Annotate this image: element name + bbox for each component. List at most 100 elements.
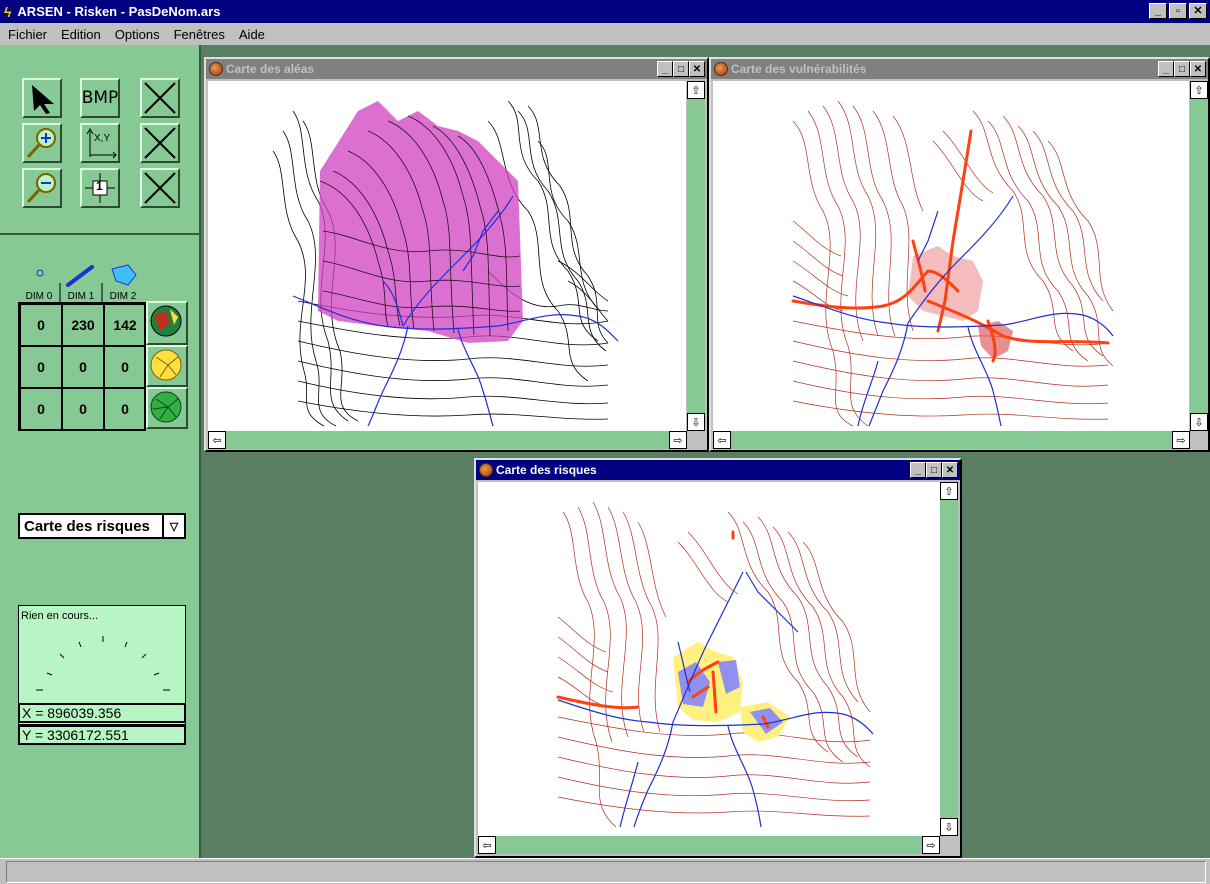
menu-fichier[interactable]: Fichier [8,26,48,42]
polygon-icon [111,264,137,286]
tool-disabled-1-button[interactable] [140,78,180,118]
cross-icon [144,172,176,204]
scroll-down-button[interactable]: ⇩ [940,818,958,836]
bmp-export-button[interactable]: BMP [80,78,120,118]
scroll-right-button[interactable]: ⇨ [1172,431,1190,449]
map-window-icon [479,463,493,477]
hazard-map-titlebar[interactable]: Carte des aléas _ □ ✕ [206,59,707,79]
point-icon [36,269,44,277]
tool-disabled-3-button[interactable] [140,168,180,208]
hazard-map-canvas[interactable] [208,81,686,431]
dim-cell: 142 [104,304,146,346]
hazard-map-window[interactable]: Carte des aléas _ □ ✕ [204,57,709,452]
minimize-button[interactable]: _ [1149,3,1167,19]
zoom-in-button[interactable] [22,123,62,163]
app-title: ARSEN - Risken - PasDeNom.ars [17,4,221,19]
vulnerability-map-window[interactable]: Carte des vulnérabilités _ □ ✕ [709,57,1210,452]
layer-number-button[interactable]: 1 [80,168,120,208]
minimize-button[interactable]: _ [657,61,673,77]
risk-map-layer-button[interactable] [146,301,188,345]
dim-cell: 0 [104,346,146,388]
line-icon [66,265,94,287]
layer-cross-icon [85,173,115,203]
bmp-label: BMP [81,88,119,108]
scroll-left-button[interactable]: ⇦ [713,431,731,449]
hazard-map-vscroll[interactable]: ⇧ ⇩ [687,81,705,431]
vulnerability-map-icon [150,391,182,423]
vulnerability-map-vscroll[interactable]: ⇧ ⇩ [1190,81,1208,431]
minimize-button[interactable]: _ [1158,61,1174,77]
scroll-left-button[interactable]: ⇦ [478,836,496,854]
maximize-button[interactable]: □ [1174,61,1190,77]
restore-button[interactable]: ▫ [1169,3,1187,19]
xy-coords-button[interactable]: X,Y [80,123,120,163]
status-bar [0,858,1210,884]
scroll-up-button[interactable]: ⇧ [687,81,705,99]
y-coordinate: Y = 3306172.551 [18,725,186,745]
dim2-header: DIM 2 [109,291,137,302]
layer-number: 1 [96,179,103,193]
dim-cell: 0 [62,388,104,430]
vulnerability-map-drawing [791,100,1114,427]
zoom-in-icon [26,128,56,159]
vulnerability-map-title: Carte des vulnérabilités [731,62,867,76]
close-button[interactable]: ✕ [1189,3,1207,19]
map-selector-value: Carte des risques [24,517,150,535]
status-field [6,861,1206,883]
scroll-up-button[interactable]: ⇧ [940,482,958,500]
vulnerability-map-canvas[interactable] [713,81,1189,431]
risk-map-icon [150,305,182,337]
maximize-button[interactable]: □ [926,462,942,478]
hazard-map-title: Carte des aléas [226,62,315,76]
risk-map-canvas[interactable] [478,482,940,836]
zoom-out-button[interactable] [22,168,62,208]
scroll-right-button[interactable]: ⇨ [922,836,940,854]
close-button[interactable]: ✕ [689,61,705,77]
hazard-map-hscroll[interactable]: ⇦ ⇨ [208,431,687,449]
risk-map-drawing [556,501,874,828]
vulnerability-map-layer-button[interactable] [146,387,188,429]
menu-aide[interactable]: Aide [238,26,265,42]
risk-map-hscroll[interactable]: ⇦ ⇨ [478,836,940,854]
close-button[interactable]: ✕ [1190,61,1206,77]
menu-options[interactable]: Options [114,26,160,42]
scroll-up-button[interactable]: ⇧ [1190,81,1208,99]
hazard-map-drawing [272,100,619,427]
xy-label: X,Y [94,133,111,144]
scroll-down-button[interactable]: ⇩ [1190,413,1208,431]
dim-header-lines [59,283,103,303]
risk-map-vscroll[interactable]: ⇧ ⇩ [940,482,958,836]
dim0-header: DIM 0 [25,291,53,302]
risk-map-titlebar[interactable]: Carte des risques _ □ ✕ [476,460,960,480]
dim-cell: 230 [62,304,104,346]
cross-icon [144,82,176,114]
menu-edition[interactable]: Edition [61,26,101,42]
tool-disabled-2-button[interactable] [140,123,180,163]
vulnerability-map-titlebar[interactable]: Carte des vulnérabilités _ □ ✕ [711,59,1208,79]
risk-map-window[interactable]: Carte des risques _ □ ✕ [474,458,962,858]
menu-bar: Fichier Edition Options Fenêtres Aide [0,23,1210,45]
dim1-header: DIM 1 [67,291,95,302]
vulnerability-map-hscroll[interactable]: ⇦ ⇨ [713,431,1190,449]
select-tool-button[interactable] [22,78,62,118]
app-title-bar: ϟ ARSEN - Risken - PasDeNom.ars _ ▫ ✕ [0,0,1210,23]
dim-cell: 0 [20,304,62,346]
hazard-map-icon [150,349,182,381]
dropdown-arrow-icon[interactable]: ▽ [162,515,184,537]
dim-cell: 0 [20,346,62,388]
menu-fenetres[interactable]: Fenêtres [173,26,225,42]
hazard-map-layer-button[interactable] [146,345,188,387]
close-button[interactable]: ✕ [942,462,958,478]
zoom-out-icon [26,173,56,204]
toolbox: BMP X,Y 1 [0,45,201,235]
cross-icon [144,127,176,159]
scroll-left-button[interactable]: ⇦ [208,431,226,449]
dim-cell: 0 [62,346,104,388]
minimize-button[interactable]: _ [910,462,926,478]
map-selector[interactable]: Carte des risques ▽ [18,513,186,539]
dim-cell: 0 [20,388,62,430]
scroll-down-button[interactable]: ⇩ [687,413,705,431]
scroll-right-button[interactable]: ⇨ [669,431,687,449]
axes-icon [86,128,117,159]
maximize-button[interactable]: □ [673,61,689,77]
